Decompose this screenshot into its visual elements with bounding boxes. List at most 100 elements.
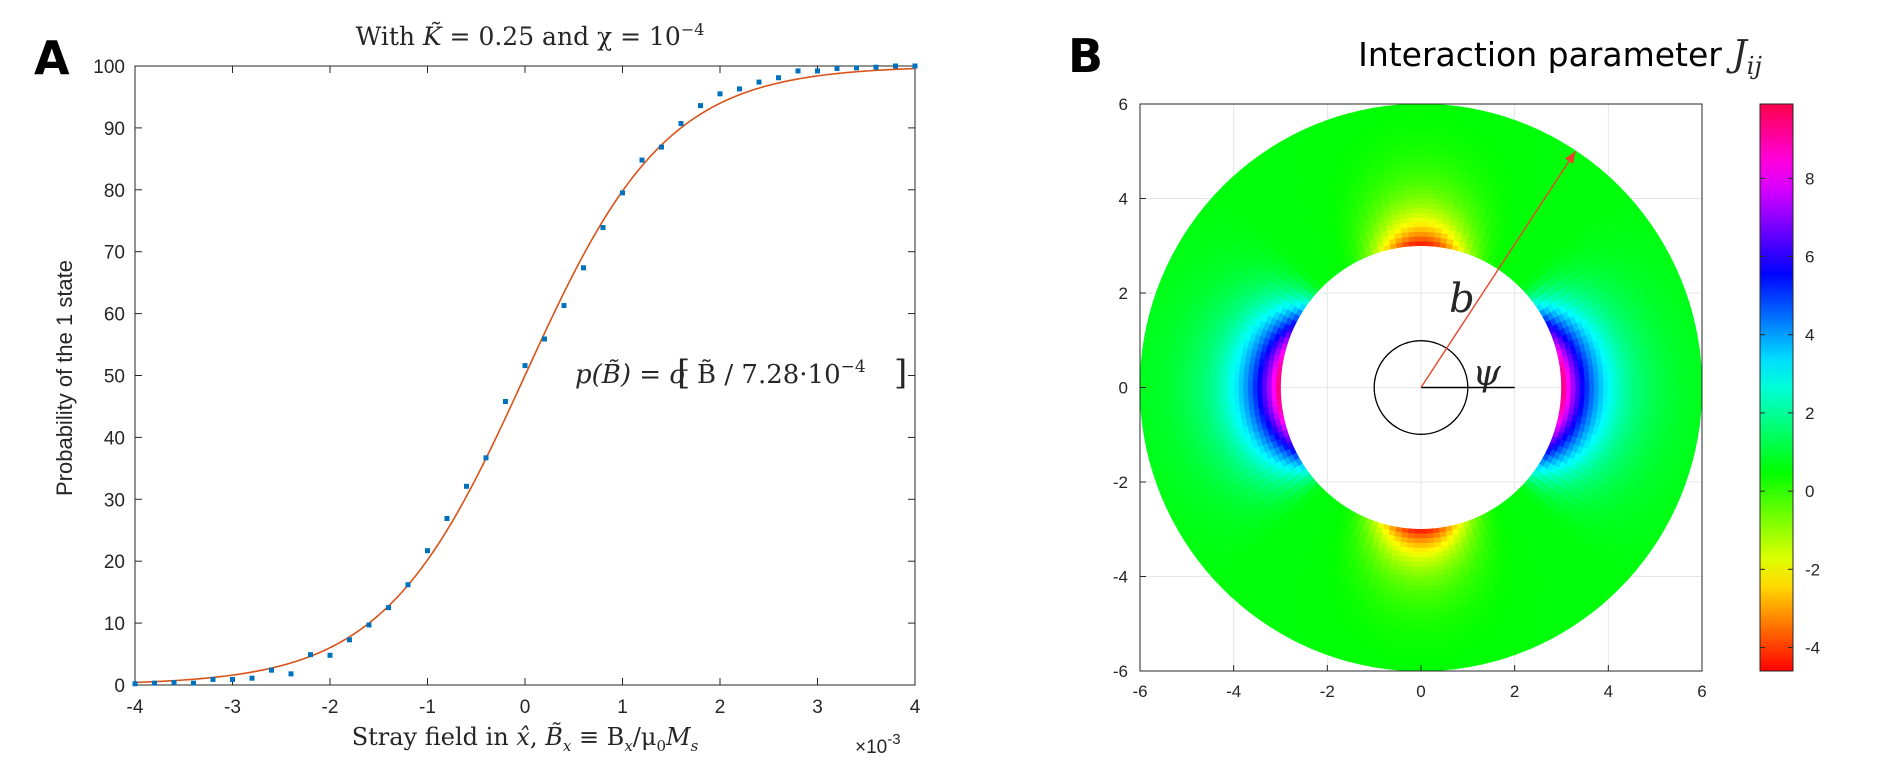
data-point [503, 398, 508, 404]
heatmap-cell [1631, 377, 1637, 388]
heatmap-cell [1406, 221, 1415, 228]
heatmap-cell [1409, 632, 1422, 639]
heatmap-cell [1565, 373, 1572, 382]
heatmap-cell [1617, 378, 1623, 388]
heatmap-cell [1256, 372, 1263, 381]
heatmap-cell [1413, 557, 1422, 563]
heatmap-cell [1668, 387, 1675, 399]
heatmap-cell [1420, 552, 1429, 558]
heatmap-cell [1238, 371, 1245, 380]
heatmap-cell [1410, 627, 1422, 634]
panel-letter-a: A [34, 31, 70, 85]
data-point [386, 605, 391, 611]
chart-b-heatmap [1139, 103, 1703, 672]
heatmap-cell [1407, 533, 1415, 539]
heatmap-cell [1420, 533, 1428, 540]
chart-a-annotation: p(B̃) = σ [575, 359, 688, 390]
heatmap-cell [1420, 576, 1430, 582]
y-tick-label: 4 [1119, 190, 1128, 209]
heatmap-cell [1223, 387, 1230, 397]
data-point [132, 681, 138, 687]
heatmap-cell [1238, 379, 1244, 388]
data-point [152, 680, 157, 686]
data-point [678, 121, 684, 127]
heatmap-cell [1153, 375, 1160, 388]
heatmap-cell [1420, 113, 1434, 119]
y-tick-label: 30 [104, 490, 125, 511]
heatmap-cell [1427, 217, 1437, 224]
heatmap-cell [1607, 378, 1614, 388]
heatmap-cell [1626, 387, 1633, 398]
panel-b: B Interaction parameter Jij -6 -4 -2 0 2 4 6 -… [1068, 29, 1820, 701]
heatmap-cell [1420, 627, 1432, 634]
heatmap-cell [1593, 379, 1600, 388]
heatmap-cell [1413, 552, 1422, 558]
heatmap-cell [1224, 395, 1231, 406]
heatmap-cell [1228, 370, 1235, 380]
y-tick-label: 0 [114, 676, 125, 697]
heatmap-cell [1405, 556, 1414, 563]
y-tick-label: 0 [1119, 379, 1128, 398]
heatmap-cell [1275, 393, 1282, 401]
heatmap-cell [1420, 599, 1431, 606]
chart-b-y-tick-labels: -6 -4 -2 0 2 4 6 [1113, 95, 1128, 681]
data-point [795, 68, 801, 74]
y-tick-label: -2 [1113, 473, 1128, 492]
heatmap-cell [1663, 376, 1670, 388]
heatmap-cell [1405, 207, 1414, 214]
heatmap-cell [1420, 240, 1428, 247]
heatmap-cell [1420, 132, 1433, 138]
heatmap-cell [1682, 375, 1689, 388]
heatmap-cell [1420, 174, 1431, 181]
heatmap-cell [1607, 387, 1614, 397]
heatmap-cell [1195, 377, 1202, 388]
heatmap-cell [1177, 376, 1183, 388]
heatmap-cell [1247, 371, 1254, 381]
heatmap-cell [1584, 387, 1590, 396]
y-tick-label: 100 [93, 57, 125, 78]
y-tick-label: 10 [104, 614, 125, 635]
data-point [854, 65, 859, 71]
heatmap-cell [1410, 141, 1422, 148]
data-point [327, 652, 333, 658]
heatmap-cell [1413, 221, 1422, 228]
heatmap-cell [1410, 618, 1422, 625]
heatmap-cell [1428, 212, 1437, 219]
x-tick-label: -1 [419, 697, 436, 718]
heatmap-cell [1429, 184, 1439, 191]
heatmap-cell [1687, 375, 1693, 388]
heatmap-cell [1682, 387, 1689, 400]
heatmap-cell [1561, 387, 1567, 395]
colorbar-tick-label: -4 [1805, 639, 1820, 658]
heatmap-cell [1678, 375, 1684, 388]
data-point [717, 91, 723, 97]
heatmap-cell [1408, 240, 1416, 247]
heatmap-cell [1406, 547, 1415, 554]
heatmap-cell [1411, 165, 1422, 171]
panel-letter-b: B [1068, 29, 1103, 83]
heatmap-cell [1140, 350, 1148, 364]
heatmap-cell [1247, 394, 1254, 404]
heatmap-cell [1692, 387, 1698, 400]
heatmap-cell [1589, 379, 1595, 388]
colorbar-tick-label: 4 [1805, 326, 1814, 345]
heatmap-cell [1607, 395, 1614, 405]
heatmap-cell [1420, 542, 1429, 549]
heatmap-cell [1238, 395, 1245, 404]
heatmap-cell [1420, 188, 1430, 195]
heatmap-cell [1186, 376, 1193, 388]
heatmap-cell [1410, 150, 1422, 157]
heatmap-cell [1214, 387, 1221, 397]
heatmap-cell [1569, 393, 1576, 402]
heatmap-cell [1635, 387, 1642, 398]
heatmap-cell [1261, 373, 1268, 382]
heatmap-cell [1405, 217, 1415, 224]
heatmap-cell [1420, 660, 1434, 667]
heatmap-cell [1412, 576, 1422, 582]
heatmap-cell [1396, 664, 1410, 672]
heatmap-cell [1428, 207, 1437, 214]
heatmap-cell [1144, 387, 1150, 400]
heatmap-cell [1408, 528, 1416, 535]
data-point [483, 455, 489, 461]
heatmap-cell [1668, 376, 1675, 388]
